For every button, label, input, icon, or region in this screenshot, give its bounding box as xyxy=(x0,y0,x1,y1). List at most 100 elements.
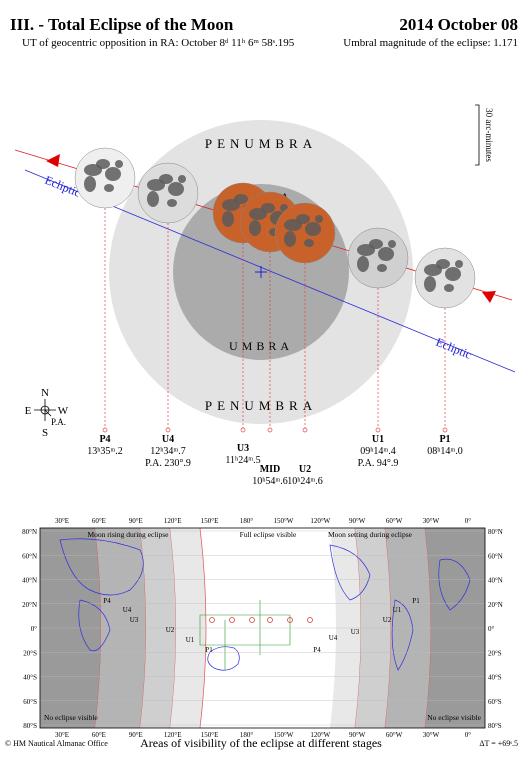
region-label: Moon setting during eclipse xyxy=(328,530,413,539)
scale-bar xyxy=(475,104,480,166)
moon xyxy=(137,162,199,224)
coastline xyxy=(78,599,111,652)
compass-s: S xyxy=(42,427,48,439)
contact-time: 10ʰ24ᵐ.6 xyxy=(287,476,323,487)
lat-label: 80°N xyxy=(488,528,503,536)
lat-label: 40°N xyxy=(488,577,503,585)
penumbra-label: PENUMBRA xyxy=(205,136,317,151)
stage-label: P4 xyxy=(103,597,111,605)
contact-marker xyxy=(302,427,308,433)
coastline xyxy=(329,544,371,601)
lon-label: 120°E xyxy=(164,517,182,525)
region-label: Full eclipse visible xyxy=(240,530,297,539)
lon-label: 30°W xyxy=(423,731,440,739)
contact-marker xyxy=(102,427,108,433)
mare xyxy=(455,260,463,268)
title: III. - Total Eclipse of the Moon xyxy=(10,15,234,34)
lat-label: 0° xyxy=(31,625,38,633)
contact-label: P1 xyxy=(439,434,450,445)
opposition: UT of geocentric opposition in RA: Octob… xyxy=(22,37,295,49)
lon-label: 90°E xyxy=(129,731,143,739)
lat-label: 60°S xyxy=(23,698,37,706)
coastline xyxy=(438,558,471,611)
lat-label: 40°S xyxy=(488,674,502,682)
mare xyxy=(115,160,123,168)
mare xyxy=(388,240,396,248)
mare xyxy=(304,239,314,247)
lon-label: 0° xyxy=(465,731,472,739)
mare xyxy=(377,264,387,272)
contact-marker xyxy=(442,427,448,433)
lat-label: 20°S xyxy=(488,649,502,657)
mare xyxy=(234,194,248,204)
sub-lunar-point xyxy=(229,617,235,623)
lat-label: 40°S xyxy=(23,674,37,682)
region-label: Moon rising during eclipse xyxy=(87,530,169,539)
contact-label: U1 xyxy=(372,434,384,445)
mare xyxy=(147,191,159,207)
mare xyxy=(84,176,96,192)
mare xyxy=(424,276,436,292)
lat-label: 20°S xyxy=(23,649,37,657)
stage-label: U4 xyxy=(123,606,132,614)
contact-time: 12ʰ34ᵐ.7 xyxy=(150,446,186,457)
lon-label: 90°W xyxy=(349,517,366,525)
coastline xyxy=(59,538,144,596)
sub-lunar-point xyxy=(249,617,255,623)
map: 80°N 80°N 60°N 60°N 40°N 40°N 20°N 20°N 0° 0° 20°S… xyxy=(22,517,503,739)
lat-label: 80°S xyxy=(488,722,502,730)
stage-label: P4 xyxy=(313,646,321,654)
stage-label: P1 xyxy=(412,597,420,605)
lat-label: 20°N xyxy=(22,601,37,609)
arrow xyxy=(482,291,496,303)
mare xyxy=(315,215,323,223)
stage-label: U4 xyxy=(329,634,338,642)
mare xyxy=(305,222,321,236)
mare xyxy=(178,175,186,183)
contact-label: MID xyxy=(260,464,281,475)
stage-label: U2 xyxy=(166,626,175,634)
contact-time: 13ʰ35ᵐ.2 xyxy=(87,446,123,457)
sub-lunar-point xyxy=(307,617,313,623)
stage-label: U3 xyxy=(130,616,139,624)
credit: © HM Nautical Almanac Office xyxy=(5,739,108,748)
region-label: No eclipse visible xyxy=(44,713,98,722)
map-frame xyxy=(39,527,486,729)
mare xyxy=(104,184,114,192)
mare xyxy=(378,247,394,261)
lon-label: 120°E xyxy=(164,731,182,739)
contact-marker xyxy=(240,427,246,433)
lon-label: 60°E xyxy=(92,517,106,525)
moon xyxy=(414,247,476,309)
lon-label: 120°W xyxy=(310,731,330,739)
contact-label: U4 xyxy=(162,434,174,445)
date: 2014 October 08 xyxy=(399,15,518,34)
mare xyxy=(167,199,177,207)
compass-e: E xyxy=(25,405,32,417)
lat-label: 20°N xyxy=(488,601,503,609)
stage-label: U2 xyxy=(383,616,392,624)
contact-label: U2 xyxy=(299,464,311,475)
lon-label: 90°W xyxy=(349,731,366,739)
mare xyxy=(261,203,275,213)
umbra-label: UMBRA xyxy=(229,339,293,353)
lon-label: 180° xyxy=(240,731,254,739)
moon xyxy=(274,202,336,264)
lon-label: 60°W xyxy=(386,731,403,739)
track xyxy=(199,600,291,670)
center-cross xyxy=(255,266,267,278)
mare xyxy=(444,284,454,292)
contact-time: 11ʰ24ᵐ.5 xyxy=(225,455,260,466)
lon-label: 150°W xyxy=(273,731,293,739)
lon-label: 30°W xyxy=(423,517,440,525)
sub-lunar-point xyxy=(287,617,293,623)
lat-label: 60°N xyxy=(22,552,37,560)
mare xyxy=(105,167,121,181)
sub-lunar-point xyxy=(267,617,273,623)
coastline xyxy=(207,646,240,671)
lon-label: 0° xyxy=(465,517,472,525)
mare xyxy=(445,267,461,281)
mare xyxy=(159,174,173,184)
compass-n: N xyxy=(41,387,49,399)
